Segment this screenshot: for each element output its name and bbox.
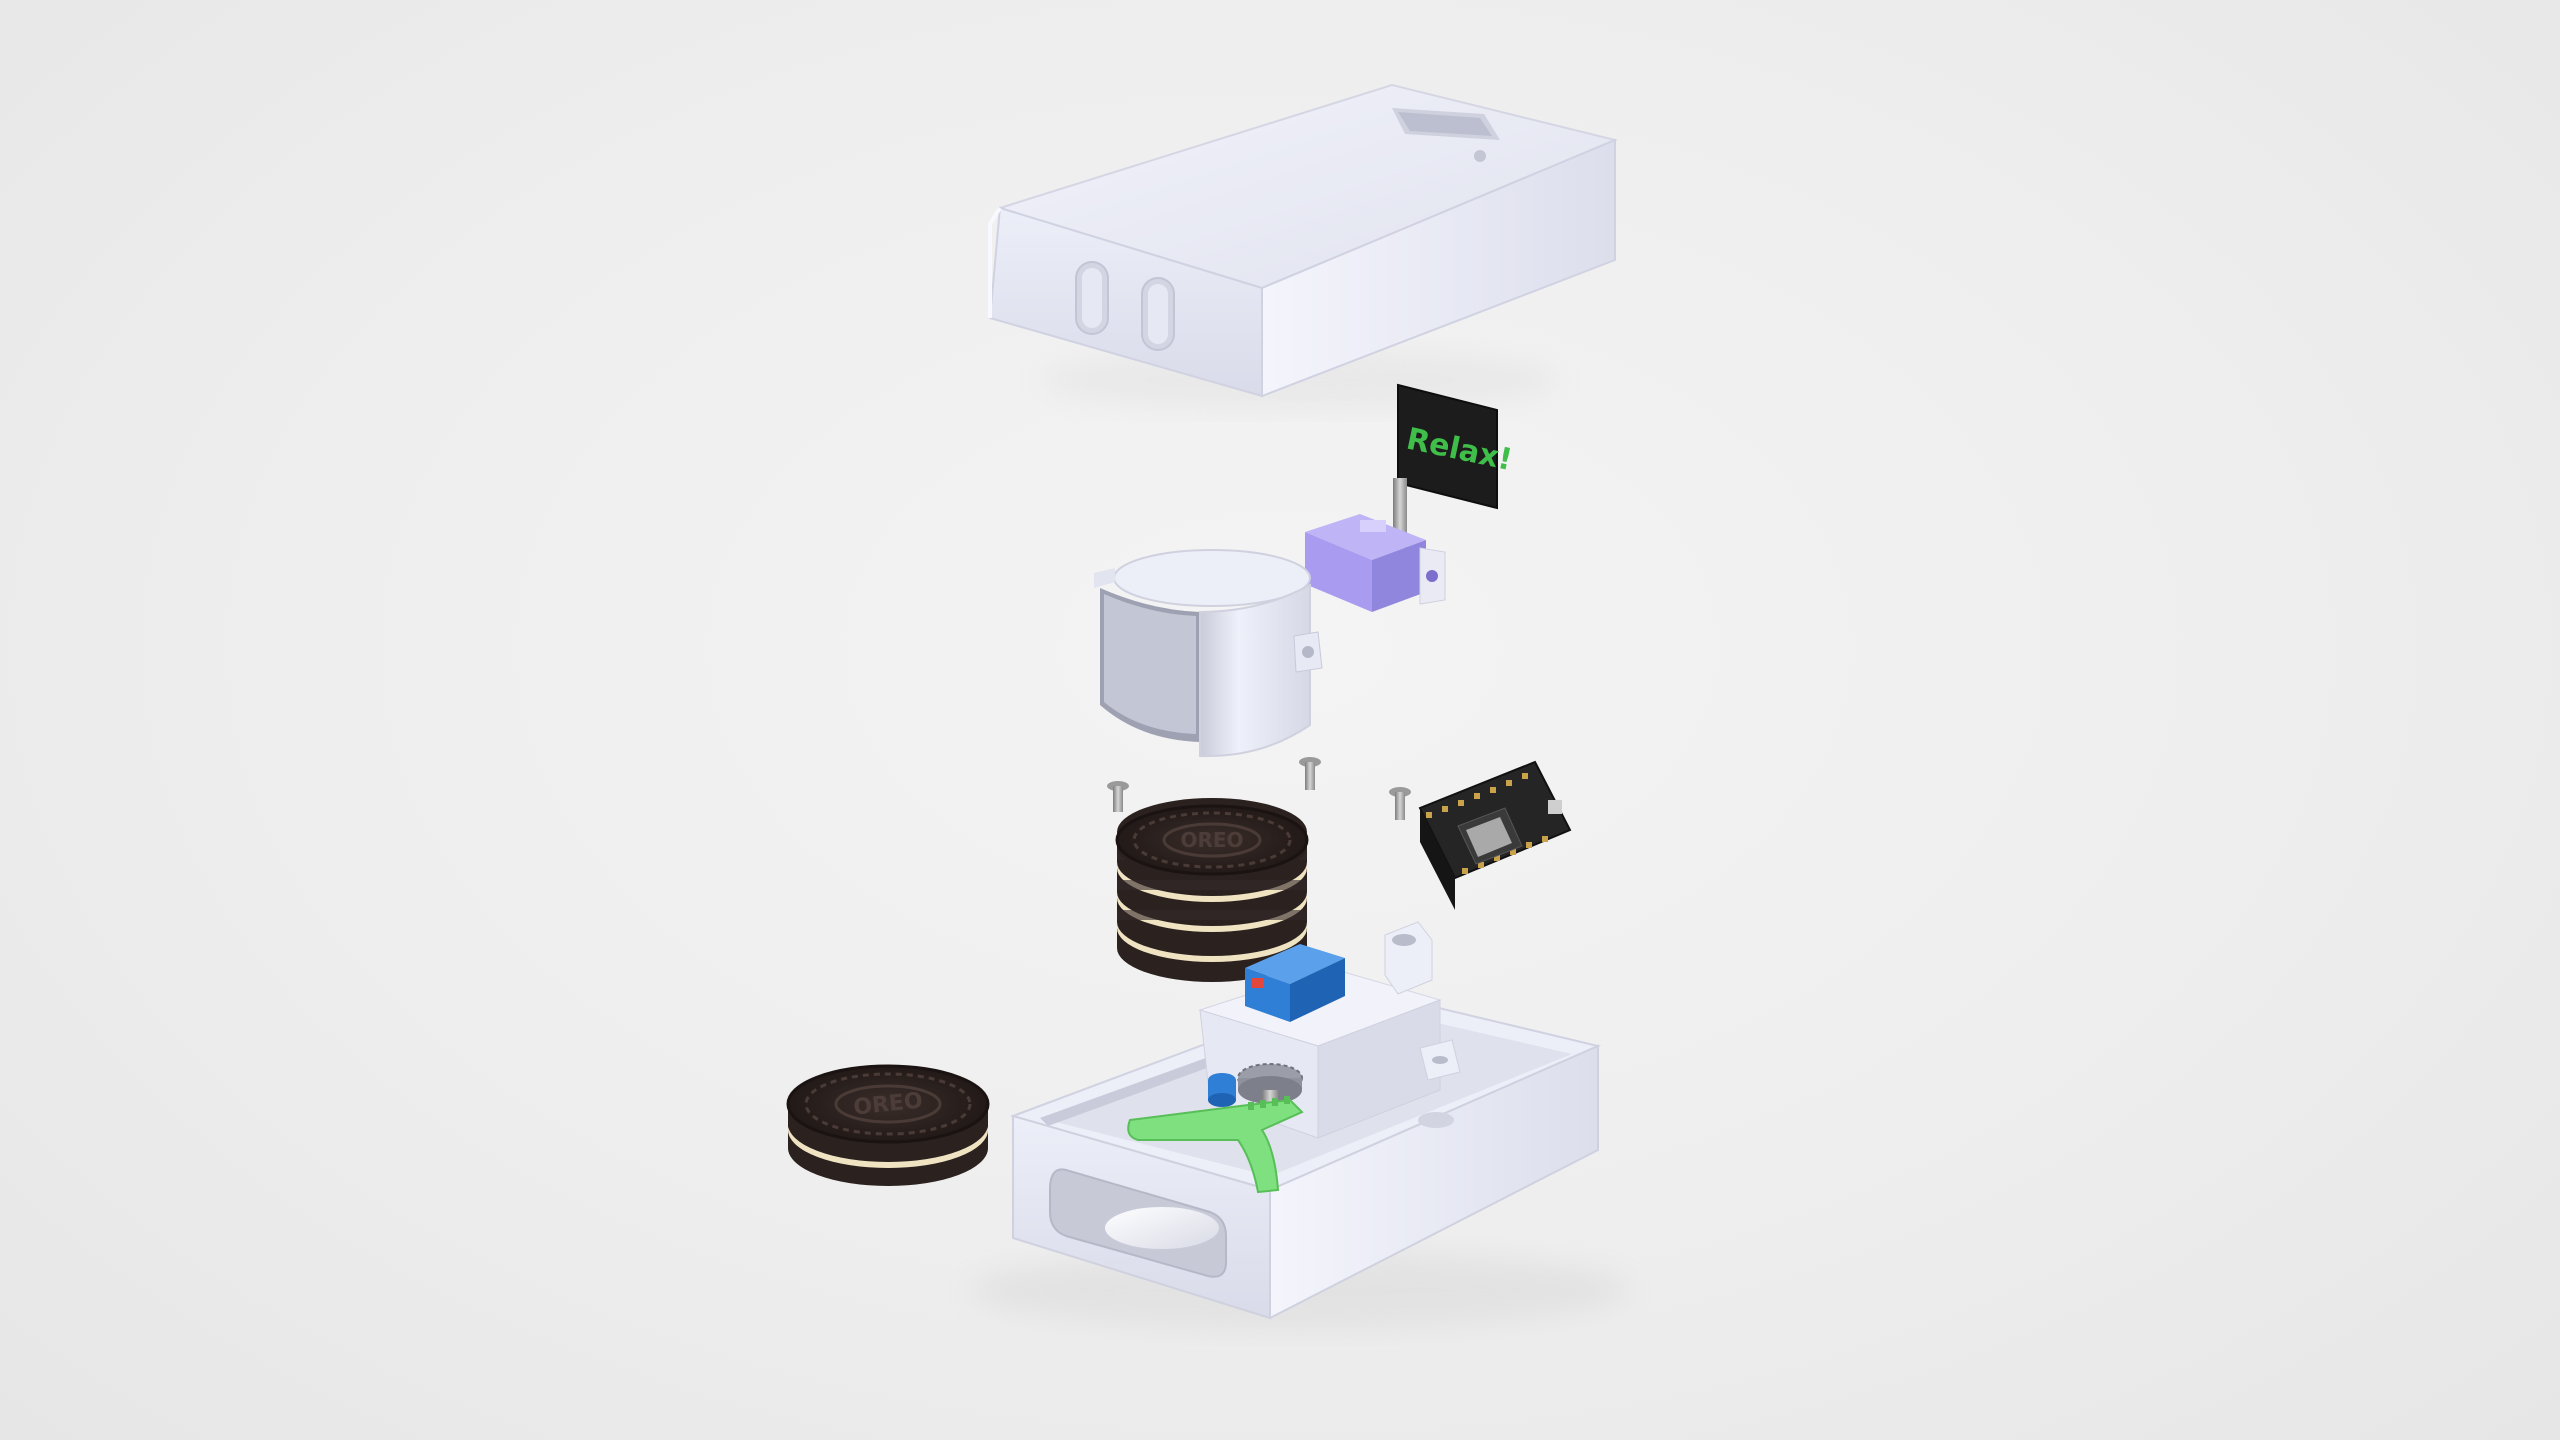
microcontroller-board bbox=[1418, 760, 1572, 910]
motor-gearbox-assembly bbox=[1127, 921, 1461, 1194]
cookie-stack: OREO bbox=[1115, 798, 1309, 982]
screw-middle bbox=[1299, 757, 1321, 790]
cookie-tube bbox=[1094, 549, 1323, 758]
sign-board bbox=[1397, 383, 1498, 510]
top-lid bbox=[988, 83, 1619, 410]
servo-with-sign: Relax! bbox=[1305, 383, 1515, 612]
loose-cookie: OREO bbox=[786, 1064, 990, 1186]
screw-right bbox=[1389, 787, 1411, 820]
screw-left bbox=[1107, 781, 1129, 812]
cookie-emboss-text: OREO bbox=[1180, 828, 1243, 852]
